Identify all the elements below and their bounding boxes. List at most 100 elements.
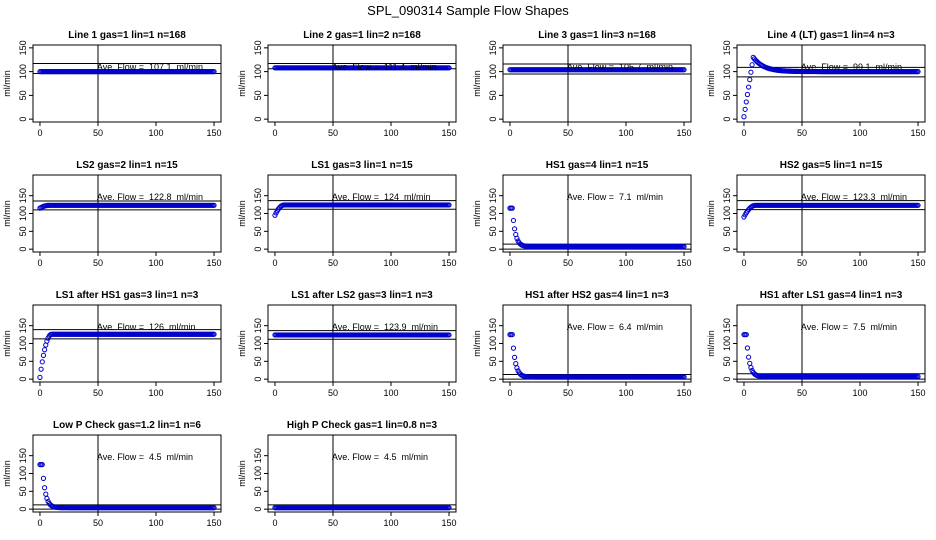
plot-frame bbox=[267, 44, 457, 123]
panel-title: High P Check gas=1 lin=0.8 n=3 bbox=[287, 420, 438, 431]
plot-frame bbox=[32, 174, 222, 253]
y-tick-label: 100 bbox=[18, 206, 28, 221]
y-tick-label: 50 bbox=[18, 90, 28, 100]
x-tick-label: 100 bbox=[148, 128, 163, 138]
data-point bbox=[513, 361, 519, 367]
y-tick-label: 100 bbox=[253, 206, 263, 221]
panel-9: LS1 after HS1 gas=3 lin=1 n=3 0 50 100 150 0 5… bbox=[2, 290, 222, 398]
data-point bbox=[446, 505, 452, 511]
y-tick-label: 0 bbox=[488, 247, 498, 252]
y-tick-label: 0 bbox=[253, 377, 263, 382]
y-tick-label: 50 bbox=[488, 226, 498, 236]
y-tick-label: 50 bbox=[722, 356, 732, 366]
x-tick-label: 150 bbox=[677, 388, 692, 398]
plot-frame bbox=[267, 174, 457, 253]
x-tick-label: 0 bbox=[507, 128, 512, 138]
panel-title: HS2 gas=5 lin=1 n=15 bbox=[780, 160, 883, 171]
data-point bbox=[211, 331, 217, 337]
y-axis-label: ml/min bbox=[706, 70, 716, 97]
data-point bbox=[742, 106, 748, 112]
x-tick-label: 0 bbox=[272, 258, 277, 268]
y-tick-label: 0 bbox=[253, 117, 263, 122]
data-point bbox=[211, 505, 217, 511]
x-tick-label: 50 bbox=[93, 388, 103, 398]
x-tick-label: 100 bbox=[383, 388, 398, 398]
y-tick-label: 150 bbox=[18, 318, 28, 333]
figure-title: SPL_090314 Sample Flow Shapes bbox=[367, 3, 569, 18]
y-tick-label: 50 bbox=[253, 356, 263, 366]
y-tick-label: 100 bbox=[253, 466, 263, 481]
data-point bbox=[915, 202, 921, 208]
x-tick-label: 0 bbox=[272, 518, 277, 528]
plot-frame bbox=[502, 174, 692, 253]
y-tick-label: 150 bbox=[488, 188, 498, 203]
data-point bbox=[748, 69, 754, 75]
data-point bbox=[743, 99, 749, 105]
panel-10: LS1 after LS2 gas=3 lin=1 n=3 0 50 100 150 0 5… bbox=[237, 290, 457, 398]
y-tick-label: 100 bbox=[722, 206, 732, 221]
panel-title: LS1 after HS1 gas=3 lin=1 n=3 bbox=[56, 290, 199, 301]
y-tick-label: 50 bbox=[18, 356, 28, 366]
data-point bbox=[509, 331, 515, 338]
x-tick-label: 50 bbox=[563, 258, 573, 268]
panel-13: Low P Check gas=1.2 lin=1 n=6 0 50 100 150 0 5… bbox=[2, 420, 222, 528]
x-tick-label: 0 bbox=[37, 518, 42, 528]
average-flow-annotation: Ave. Flow = 123.9 ml/min bbox=[332, 322, 438, 332]
y-tick-label: 150 bbox=[722, 318, 732, 333]
x-tick-label: 150 bbox=[207, 388, 222, 398]
x-tick-label: 150 bbox=[911, 128, 926, 138]
data-points bbox=[37, 461, 217, 511]
data-point bbox=[509, 205, 515, 211]
y-tick-label: 0 bbox=[253, 247, 263, 252]
data-point bbox=[44, 338, 50, 344]
average-flow-annotation: Ave. Flow = 107.1 ml/min bbox=[97, 62, 203, 72]
data-point bbox=[681, 67, 687, 73]
y-tick-label: 100 bbox=[253, 64, 263, 79]
y-tick-label: 0 bbox=[722, 377, 732, 382]
y-tick-label: 50 bbox=[253, 486, 263, 496]
x-tick-label: 100 bbox=[618, 388, 633, 398]
data-points bbox=[37, 202, 217, 211]
average-flow-annotation: Ave. Flow = 7.1 ml/min bbox=[567, 192, 663, 202]
data-point bbox=[746, 354, 752, 360]
plot-frame bbox=[736, 174, 926, 253]
y-tick-label: 0 bbox=[488, 117, 498, 122]
y-axis-label: ml/min bbox=[706, 330, 716, 357]
panel-title: HS1 after HS2 gas=4 lin=1 n=3 bbox=[525, 290, 669, 301]
average-flow-annotation: Ave. Flow = 126 ml/min bbox=[97, 322, 196, 332]
y-tick-label: 50 bbox=[18, 226, 28, 236]
x-tick-label: 0 bbox=[272, 388, 277, 398]
panel-5: LS2 gas=2 lin=1 n=15 0 50 100 150 0 50 100 150 ml… bbox=[2, 160, 222, 268]
y-tick-label: 50 bbox=[253, 90, 263, 100]
panel-3: Line 3 gas=1 lin=3 n=168 0 50 100 150 0 50 100 1… bbox=[472, 30, 692, 138]
data-point bbox=[744, 345, 751, 351]
x-tick-label: 50 bbox=[328, 388, 338, 398]
y-tick-label: 150 bbox=[253, 318, 263, 333]
x-tick-label: 50 bbox=[328, 258, 338, 268]
panel-title: LS1 gas=3 lin=1 n=15 bbox=[311, 160, 413, 171]
x-tick-label: 50 bbox=[328, 128, 338, 138]
panel-4: Line 4 (LT) gas=1 lin=4 n=3 0 50 100 150 0 50 1… bbox=[706, 30, 926, 138]
average-flow-annotation: Ave. Flow = 6.4 ml/min bbox=[567, 322, 663, 332]
x-tick-label: 50 bbox=[797, 258, 807, 268]
x-tick-label: 150 bbox=[207, 258, 222, 268]
data-point bbox=[446, 332, 452, 338]
data-point bbox=[681, 244, 687, 250]
y-tick-label: 150 bbox=[722, 40, 732, 55]
y-axis-label: ml/min bbox=[472, 70, 482, 97]
x-tick-label: 100 bbox=[148, 388, 163, 398]
panel-title: HS1 gas=4 lin=1 n=15 bbox=[546, 160, 649, 171]
data-point bbox=[44, 495, 50, 502]
y-tick-label: 0 bbox=[722, 247, 732, 252]
average-flow-annotation: Ave. Flow = 7.5 ml/min bbox=[801, 322, 897, 332]
y-tick-label: 0 bbox=[253, 507, 263, 512]
data-points bbox=[37, 331, 217, 380]
data-points bbox=[741, 202, 921, 220]
average-flow-annotation: Ave. Flow = 111.4 ml/min bbox=[332, 62, 437, 72]
y-tick-label: 100 bbox=[488, 206, 498, 221]
data-points bbox=[741, 54, 921, 120]
y-axis-label: ml/min bbox=[237, 460, 247, 487]
x-tick-label: 50 bbox=[93, 258, 103, 268]
plot-frame bbox=[32, 304, 222, 383]
